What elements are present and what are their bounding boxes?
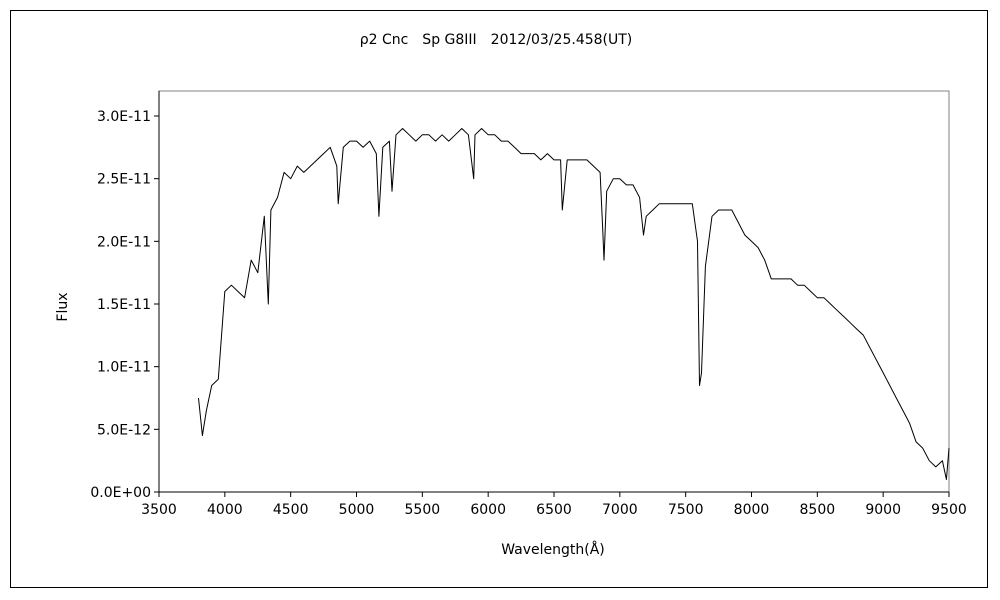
y-tick-label: 2.5E-11 — [97, 172, 151, 188]
series-layer — [198, 128, 950, 480]
x-tick-label: 9500 — [931, 502, 967, 518]
x-tick-label: 7000 — [602, 502, 638, 518]
chart-frame: ρ2 Cnc Sp G8III 2012/03/25.458(UT) 3500 4… — [10, 10, 988, 588]
series-line-0 — [198, 128, 950, 480]
spectrum-chart: ρ2 Cnc Sp G8III 2012/03/25.458(UT) 3500 4… — [55, 32, 967, 558]
x-axis-label: Wavelength(Å) — [501, 541, 605, 558]
x-tick-label: 5500 — [405, 502, 441, 518]
x-tick-label: 8000 — [734, 502, 770, 518]
x-tick-label: 9000 — [865, 502, 901, 518]
x-axis: 3500 4000 4500 5000 5500 6000 6500 7000 7500 8000… — [141, 491, 967, 518]
y-tick-label: 2.0E-11 — [97, 234, 151, 250]
x-tick-label: 4000 — [207, 502, 243, 518]
x-tick-label: 3500 — [141, 502, 177, 518]
x-tick-label: 8500 — [800, 502, 836, 518]
chart-title: ρ2 Cnc Sp G8III 2012/03/25.458(UT) — [360, 32, 633, 48]
y-tick-label: 1.5E-11 — [97, 297, 151, 313]
x-tick-label: 5000 — [339, 502, 375, 518]
y-tick-label: 1.0E-11 — [97, 360, 151, 376]
x-tick-label: 6500 — [536, 502, 572, 518]
y-tick-label: 5.0E-12 — [97, 422, 151, 438]
y-tick-label: 3.0E-11 — [97, 109, 151, 125]
x-tick-label: 6000 — [470, 502, 506, 518]
y-axis: 0.0E+00 5.0E-12 1.0E-11 1.5E-11 2.0E-11 2.5E-… — [90, 91, 160, 501]
x-tick-label: 4500 — [273, 502, 309, 518]
y-axis-label: Flux — [55, 292, 71, 321]
y-tick-label: 0.0E+00 — [90, 485, 151, 501]
x-tick-label: 7500 — [668, 502, 704, 518]
plot-area — [158, 90, 950, 493]
